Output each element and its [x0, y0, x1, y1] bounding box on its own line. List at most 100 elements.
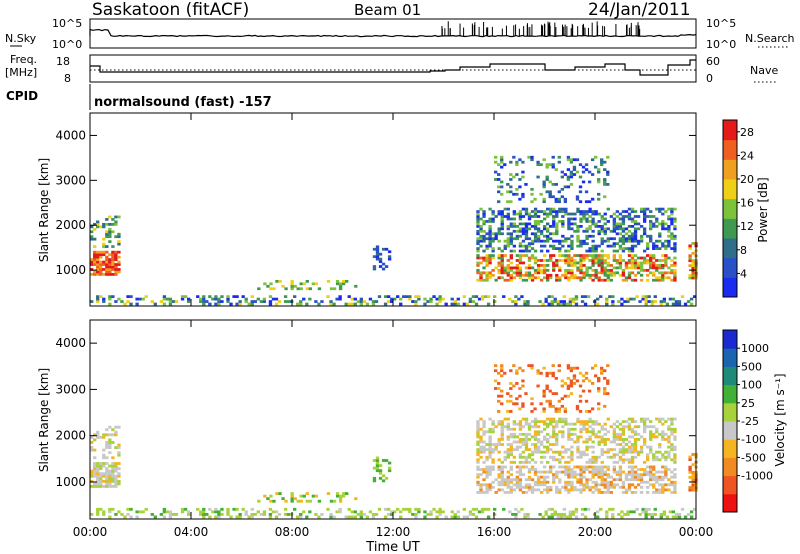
power-cell	[555, 278, 559, 282]
power-cell	[618, 273, 623, 277]
power-cell	[627, 224, 632, 228]
velocity-cell	[612, 427, 617, 431]
velocity-cell	[633, 425, 638, 429]
power-cell	[621, 229, 626, 233]
power-cell	[627, 273, 632, 277]
velocity-cell	[606, 430, 610, 434]
velocity-cell	[521, 491, 526, 494]
power-cell	[518, 217, 523, 221]
power-cell	[606, 273, 610, 277]
velocity-cell	[633, 448, 638, 452]
velocity-cell	[518, 480, 523, 484]
velocity-cell	[479, 438, 483, 441]
power-cell	[563, 200, 568, 204]
power-cell	[387, 257, 392, 261]
power-cell	[555, 232, 559, 236]
power-cell	[584, 163, 589, 167]
velocity-cell	[521, 417, 526, 421]
power-cell	[639, 273, 644, 277]
velocity-cell	[486, 515, 491, 519]
power-cell	[650, 302, 654, 306]
power-cell	[383, 295, 388, 298]
velocity-cell	[329, 515, 333, 519]
power-cell	[485, 264, 489, 267]
velocity-cell	[542, 407, 546, 411]
velocity-cell	[486, 507, 491, 511]
velocity-cell	[624, 478, 629, 482]
velocity-cell	[335, 492, 340, 496]
power-cell	[618, 256, 623, 260]
velocity-cell	[253, 512, 257, 516]
velocity-cell	[555, 420, 559, 424]
power-cell	[594, 224, 598, 228]
velocity-cell	[250, 515, 254, 519]
velocity-cell	[667, 440, 671, 444]
velocity-cell	[655, 488, 659, 492]
power-cell	[108, 222, 112, 226]
velocity-cell	[618, 435, 623, 439]
velocity-cell	[518, 470, 523, 474]
power-cell	[621, 239, 626, 243]
velocity-cell	[555, 435, 559, 439]
velocity-cell	[96, 474, 100, 478]
velocity-cell	[341, 494, 346, 498]
power-cell	[471, 295, 476, 298]
velocity-cell	[514, 512, 518, 516]
power-cell	[578, 200, 583, 204]
velocity-cell	[624, 420, 629, 424]
power-cell	[93, 250, 97, 254]
power-cell	[93, 258, 97, 261]
velocity-colorbar-tick-label: 500	[741, 360, 762, 373]
power-cell	[497, 232, 501, 236]
velocity-cell	[514, 507, 518, 511]
velocity-cell	[570, 470, 574, 474]
velocity-cell	[600, 468, 604, 471]
power-cell	[512, 192, 516, 196]
power-cell	[688, 259, 692, 263]
velocity-cell	[554, 392, 558, 396]
velocity-cell	[372, 459, 377, 462]
power-cell	[649, 234, 653, 238]
power-cell	[673, 234, 677, 238]
velocity-cell	[549, 468, 553, 471]
power-cell	[639, 237, 644, 241]
power-cell	[574, 295, 579, 298]
power-cell	[591, 239, 595, 243]
velocity-cell	[594, 488, 598, 492]
power-colorbar-frame	[722, 119, 738, 298]
velocity-cell	[556, 515, 560, 519]
velocity-cell	[649, 478, 653, 482]
velocity-cell	[527, 483, 532, 487]
velocity-cell	[482, 448, 486, 452]
power-cell	[624, 264, 629, 267]
velocity-cell	[661, 435, 665, 439]
velocity-cell	[551, 371, 555, 375]
power-cell	[588, 266, 592, 270]
velocity-cell	[426, 512, 430, 516]
velocity-cell	[570, 427, 574, 431]
power-cell	[497, 247, 501, 250]
velocity-cell	[462, 515, 467, 519]
power-cell	[509, 200, 513, 204]
velocity-cell	[573, 485, 577, 489]
velocity-cell	[627, 485, 632, 489]
velocity-cell	[667, 450, 671, 454]
velocity-cell	[506, 475, 510, 479]
velocity-cell	[646, 473, 650, 477]
velocity-cell	[591, 485, 595, 489]
power-cell	[582, 273, 586, 277]
velocity-cell	[302, 494, 306, 498]
velocity-cell	[117, 510, 121, 514]
power-colorbar-swatch	[723, 257, 737, 278]
velocity-cell	[664, 473, 668, 477]
power-cell	[564, 237, 568, 241]
power-cell	[597, 232, 601, 236]
velocity-cell	[593, 364, 598, 368]
velocity-cell	[372, 466, 377, 470]
power-cell	[256, 297, 260, 301]
power-cell	[649, 239, 653, 243]
velocity-cell	[600, 366, 604, 370]
velocity-cell	[600, 470, 604, 474]
velocity-cell	[623, 512, 627, 516]
velocity-cell	[661, 478, 665, 482]
